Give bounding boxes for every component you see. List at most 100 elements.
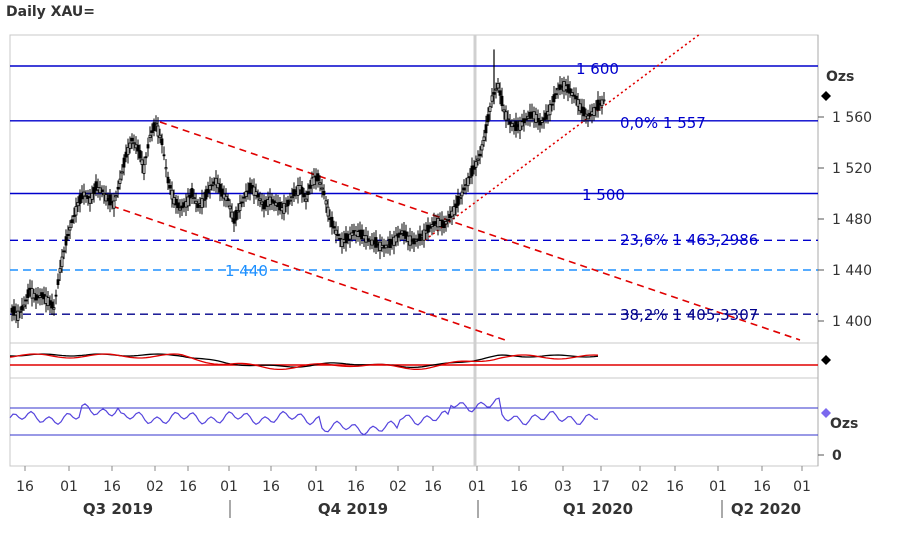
candle-body (348, 233, 352, 240)
candle-body (208, 185, 212, 191)
candle-body (396, 233, 400, 238)
candle-body (568, 88, 572, 94)
candle-body (286, 199, 290, 207)
level-label-1440: 1 440 (225, 262, 268, 280)
candle-body (582, 107, 586, 117)
rsi-line (9, 397, 599, 436)
candle-body (190, 188, 194, 197)
candle-body (128, 142, 132, 149)
candle-body (576, 99, 580, 107)
candle-body (418, 233, 422, 241)
candle-body (510, 123, 514, 128)
candle-body (194, 200, 198, 204)
candle-body (166, 176, 170, 184)
candle-body (22, 304, 26, 308)
candle-body (54, 294, 58, 297)
level-label-23-6pct: 23,6% 1 463,2986 (620, 231, 758, 249)
rsi-zero-label: 0 (832, 448, 842, 464)
candle-body (458, 197, 462, 200)
candle-body (176, 202, 180, 209)
candle-body (586, 115, 590, 120)
x-tick-label: 01 (468, 479, 486, 495)
candle-body (108, 194, 112, 206)
candle-body (404, 231, 408, 239)
x-tick-label: 16 (16, 479, 34, 495)
x-ticks: 16 01 16 02 16 01 16 01 16 02 16 01 16 03 17 02 16 01 16 01 (16, 466, 811, 495)
candle-body (90, 192, 94, 200)
candle-body (486, 114, 490, 123)
candle-body (480, 144, 484, 151)
candle-body (384, 244, 388, 249)
candle-body (62, 250, 66, 253)
candle-body (476, 158, 480, 161)
candle-body (70, 219, 74, 224)
candle-body (52, 307, 56, 310)
candle-body (466, 177, 470, 187)
candle-body (600, 99, 604, 107)
candle-body (460, 191, 464, 197)
candle-body (484, 124, 488, 134)
candle-body (474, 161, 478, 168)
quarter-label: Q3 2019 (83, 500, 153, 518)
candle-body (118, 178, 122, 184)
candle-body (332, 226, 336, 229)
candle-body (550, 103, 554, 106)
price-unit-label: Ozs (826, 69, 854, 85)
candle-body (236, 210, 240, 213)
quarter-label: Q2 2020 (731, 500, 801, 518)
candle-body (574, 95, 578, 100)
candle-body (202, 199, 206, 201)
candle-body (24, 299, 28, 302)
candle-body (496, 82, 500, 89)
candle-body (282, 202, 286, 214)
candle-body (186, 196, 190, 207)
quarter-label: Q1 2020 (563, 500, 633, 518)
candle-body (196, 203, 200, 208)
candle-body (74, 206, 78, 216)
candle-body (482, 136, 486, 141)
candle-body (254, 191, 258, 196)
candle-body (140, 159, 144, 165)
candle-body (220, 188, 224, 197)
candle-body (68, 226, 72, 231)
candle-body (592, 107, 596, 116)
candle-body (122, 157, 126, 168)
candle-body (538, 120, 542, 126)
candle-body (366, 238, 370, 241)
level-label-0pct: 0,0% 1 557 (620, 114, 706, 132)
candle-body (304, 198, 308, 202)
candle-body (422, 229, 426, 241)
candle-body (462, 187, 466, 191)
candle-body (136, 144, 140, 152)
candle-body (468, 176, 472, 178)
trendline-upper-channel (159, 121, 801, 341)
candle-body (112, 200, 116, 209)
price-candles (10, 49, 606, 328)
candle-body (94, 181, 98, 191)
candle-body (456, 195, 460, 206)
candle-body (214, 177, 218, 186)
candle-body (244, 191, 248, 197)
candle-body (252, 186, 256, 196)
candle-body (602, 99, 606, 102)
candle-body (144, 156, 148, 159)
candle-body (258, 198, 262, 201)
candle-body (306, 191, 310, 195)
candle-body (292, 189, 296, 197)
candle-body (426, 224, 430, 233)
macd-signal-line (9, 353, 599, 371)
candle-body (178, 207, 182, 211)
x-tick-label: 02 (389, 479, 407, 495)
candle-body (300, 186, 304, 195)
candle-body (428, 225, 432, 229)
candle-body (572, 94, 576, 97)
quarter-labels: Q3 2019 Q4 2019 Q1 2020 Q2 2020 (83, 500, 801, 518)
y-tick-label: 1 440 (832, 263, 872, 279)
candle-body (394, 235, 398, 243)
x-tick-label: 16 (666, 479, 684, 495)
candle-body (72, 215, 76, 217)
candle-body (168, 185, 172, 189)
candle-body (398, 232, 402, 235)
candle-body (242, 196, 246, 199)
y-tick-label: 1 560 (832, 110, 872, 126)
